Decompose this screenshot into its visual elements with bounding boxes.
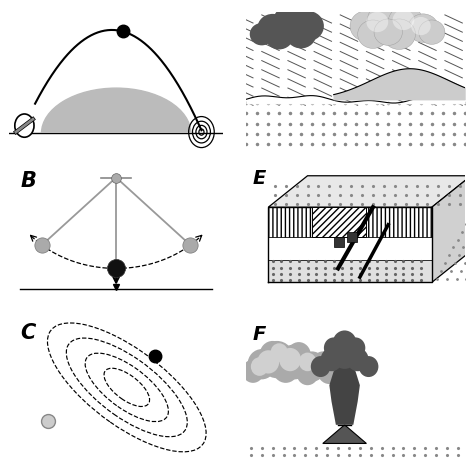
Circle shape xyxy=(257,350,279,374)
Circle shape xyxy=(15,114,34,137)
Circle shape xyxy=(287,342,311,368)
Polygon shape xyxy=(268,260,432,283)
FancyBboxPatch shape xyxy=(347,232,356,242)
Circle shape xyxy=(324,337,344,358)
Circle shape xyxy=(247,349,276,379)
Circle shape xyxy=(273,6,308,38)
Circle shape xyxy=(347,348,369,371)
Polygon shape xyxy=(323,425,366,444)
Circle shape xyxy=(291,11,324,41)
Circle shape xyxy=(374,19,402,46)
Circle shape xyxy=(419,20,445,45)
Text: F: F xyxy=(253,325,266,344)
Circle shape xyxy=(383,19,415,49)
Circle shape xyxy=(366,12,388,32)
Polygon shape xyxy=(432,176,471,283)
Text: E: E xyxy=(253,169,266,188)
Polygon shape xyxy=(268,176,471,207)
Circle shape xyxy=(333,330,356,356)
Circle shape xyxy=(250,23,274,46)
Ellipse shape xyxy=(42,88,191,179)
Circle shape xyxy=(298,351,326,382)
Polygon shape xyxy=(268,207,432,237)
Circle shape xyxy=(320,348,342,371)
Circle shape xyxy=(271,343,288,362)
Polygon shape xyxy=(312,207,366,237)
FancyBboxPatch shape xyxy=(334,237,344,247)
Circle shape xyxy=(317,358,341,384)
Polygon shape xyxy=(268,237,432,260)
Circle shape xyxy=(313,351,333,373)
Circle shape xyxy=(331,341,358,369)
Circle shape xyxy=(311,356,330,377)
Circle shape xyxy=(408,14,438,42)
Circle shape xyxy=(242,360,264,383)
Text: B: B xyxy=(20,171,36,191)
Circle shape xyxy=(286,20,316,48)
Circle shape xyxy=(251,357,268,376)
Circle shape xyxy=(278,345,311,379)
Circle shape xyxy=(265,23,293,49)
Circle shape xyxy=(346,337,365,358)
Circle shape xyxy=(392,10,414,30)
Circle shape xyxy=(367,3,405,37)
Circle shape xyxy=(359,356,378,377)
Circle shape xyxy=(350,11,383,41)
Circle shape xyxy=(299,353,316,371)
Circle shape xyxy=(257,14,288,42)
Circle shape xyxy=(297,362,319,385)
Text: C: C xyxy=(20,323,36,343)
Circle shape xyxy=(388,6,423,38)
Circle shape xyxy=(273,355,299,383)
Circle shape xyxy=(411,17,431,35)
Circle shape xyxy=(358,20,388,48)
Circle shape xyxy=(279,348,301,371)
Polygon shape xyxy=(329,362,360,425)
Circle shape xyxy=(260,341,286,369)
Circle shape xyxy=(260,341,294,378)
